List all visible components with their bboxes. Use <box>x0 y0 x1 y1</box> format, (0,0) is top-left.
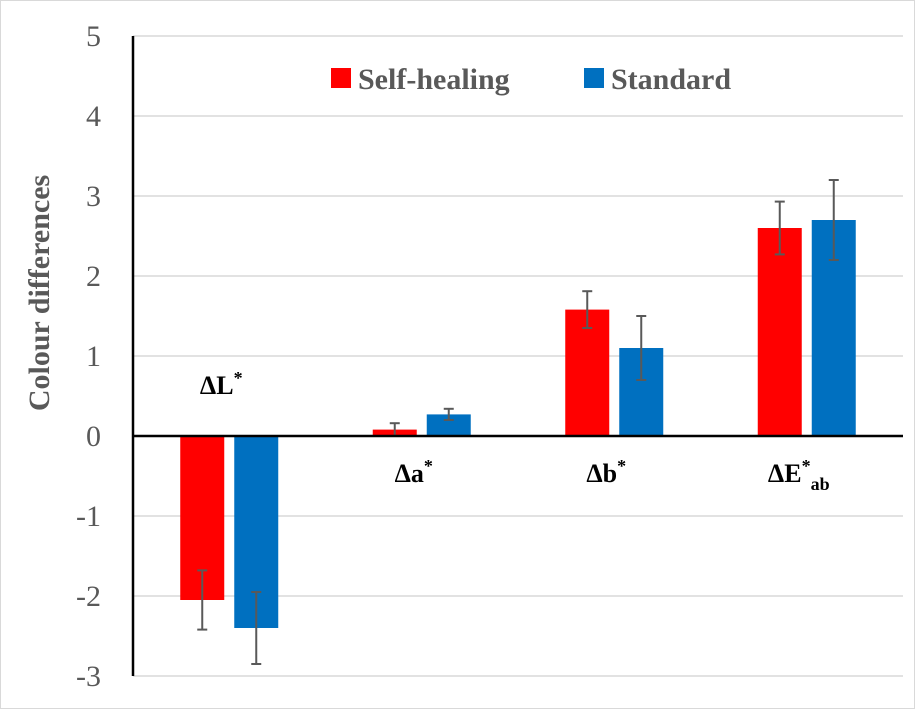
bar-self-healing <box>565 309 610 436</box>
y-tick-label: 0 <box>86 420 101 453</box>
error-bar <box>582 290 593 329</box>
legend-item-standard: Standard <box>584 63 731 96</box>
error-bar <box>197 569 208 631</box>
category-label-delta-e-ab: ΔE*ab <box>768 456 830 494</box>
y-tick-label: 2 <box>86 260 101 293</box>
y-tick-label: 4 <box>86 100 101 133</box>
error-bar <box>443 407 454 421</box>
y-axis-label: Colour differences <box>23 175 56 411</box>
category-sup: * <box>424 456 433 476</box>
axes <box>131 36 903 676</box>
category-label-delta-b: Δb* <box>586 456 626 488</box>
error-bar <box>251 591 262 665</box>
error-bar <box>636 315 647 381</box>
category-labels: ΔL*Δa* Δb* ΔE*ab <box>200 368 830 494</box>
legend-label: Self-healing <box>358 63 510 96</box>
y-axis-ticks: 5 4 3 2 1 0 -1 -2 -3 <box>76 20 101 693</box>
category-label-delta-l: ΔL* <box>200 368 243 400</box>
error-bar <box>774 200 785 256</box>
y-tick-label: -3 <box>76 660 101 693</box>
category-main: ΔE <box>768 459 802 488</box>
category-sup: * <box>802 456 811 476</box>
legend-swatch <box>584 68 604 88</box>
category-sup: * <box>617 456 626 476</box>
category-main: ΔL <box>200 371 234 400</box>
category-sub: ab <box>811 474 830 494</box>
bar-self-healing <box>757 228 802 436</box>
error-bar <box>828 179 839 261</box>
category-sup: * <box>234 368 243 388</box>
category-label-delta-a: Δa* <box>395 456 433 488</box>
y-tick-label: 1 <box>86 340 101 373</box>
y-tick-label: 3 <box>86 180 101 213</box>
y-tick-label: 5 <box>86 20 101 53</box>
category-main: Δa <box>395 459 424 488</box>
legend: Self-healing Standard <box>331 63 731 96</box>
y-tick-label: -1 <box>76 500 101 533</box>
legend-label: Standard <box>611 63 731 96</box>
legend-item-self-healing: Self-healing <box>331 63 510 96</box>
legend-swatch <box>331 68 351 88</box>
bars <box>180 179 856 665</box>
category-main: Δb <box>586 459 617 488</box>
y-tick-label: -2 <box>76 580 101 613</box>
bar-standard <box>426 414 471 436</box>
